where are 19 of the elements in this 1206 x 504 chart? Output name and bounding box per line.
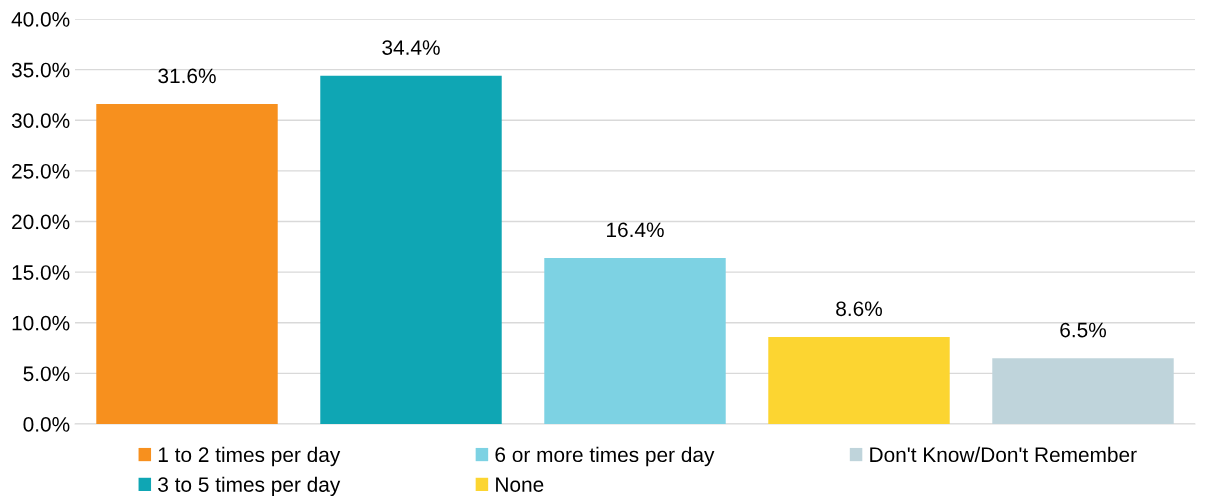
y-tick-label: 15.0% [12,265,70,280]
legend-label: 3 to 5 times per day [158,476,341,497]
legend-label: 1 to 2 times per day [158,446,341,467]
y-tick-label: 20.0% [12,214,70,230]
data-label: 16.4% [607,222,664,238]
y-tick-label: 35.0% [11,62,70,78]
legend-label: None [496,477,544,492]
legend-label: 6 or more times per day [495,446,715,467]
y-tick-label: 5.0% [23,366,70,382]
legend-label: Don't Know/Don't Remember [870,446,1137,463]
y-tick-label: 25.0% [12,163,70,179]
data-label: 6.5% [1060,322,1106,338]
y-tick-label: 40.0% [11,12,70,27]
data-label: 34.4% [382,40,440,55]
data-label: 8.6% [836,301,882,317]
data-label: 31.6% [158,68,216,84]
y-tick-label: 30.0% [11,113,70,128]
y-tick-label: 10.0% [12,315,70,331]
y-tick-label: 0.0% [23,417,70,432]
